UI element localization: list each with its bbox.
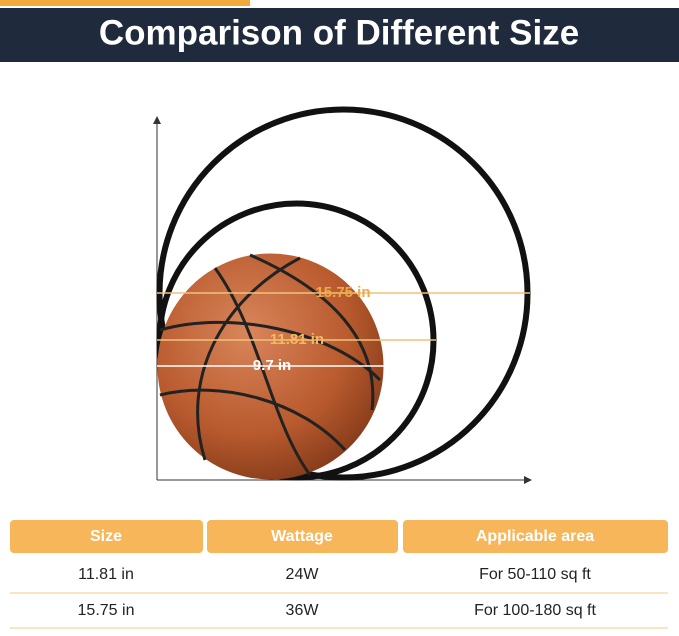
cell: 24W xyxy=(286,566,320,583)
cell: 11.81 in xyxy=(78,566,134,583)
header-accent xyxy=(0,0,250,6)
column-header: Applicable area xyxy=(476,528,594,545)
dimension-label: 9.7 in xyxy=(253,357,291,374)
header-cell xyxy=(403,520,668,553)
header-cell xyxy=(207,520,398,553)
column-header: Wattage xyxy=(271,528,333,545)
cell: For 100-180 sq ft xyxy=(474,602,596,619)
dimension-label: 15.75 in xyxy=(315,284,370,301)
cell: For 50-110 sq ft xyxy=(479,566,591,583)
cell: 15.75 in xyxy=(78,602,135,619)
header-bar xyxy=(0,8,679,62)
column-header: Size xyxy=(90,528,122,545)
dimension-label: 11.81 in xyxy=(270,331,324,348)
header-cell xyxy=(10,520,203,553)
title: Comparison of Different Size xyxy=(99,13,579,52)
cell: 36W xyxy=(286,602,320,619)
